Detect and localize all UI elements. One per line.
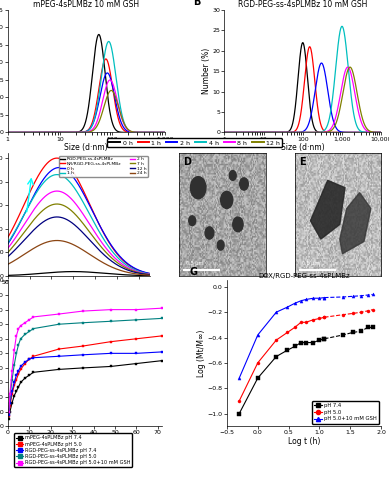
Circle shape [229, 170, 236, 180]
X-axis label: Time (h): Time (h) [69, 437, 101, 446]
Legend: mPEG-4sPLMBz pH 7.4, mPEG-4sPLMBz pH 5.0, RGD-PEG-ss-4sPLMBz pH 7.4, RGD-PEG-ss-: mPEG-4sPLMBz pH 7.4, mPEG-4sPLMBz pH 5.0… [14, 434, 132, 468]
Polygon shape [340, 192, 371, 254]
X-axis label: Size (d·nm): Size (d·nm) [281, 143, 324, 152]
Title: mPEG-4sPLMBz 10 mM GSH: mPEG-4sPLMBz 10 mM GSH [33, 0, 139, 9]
Text: G: G [190, 266, 198, 276]
Circle shape [189, 216, 196, 226]
Text: E: E [299, 157, 306, 167]
Circle shape [191, 176, 206, 199]
Title: DOX/RGD-PEG-ss-4sPLMBz: DOX/RGD-PEG-ss-4sPLMBz [258, 272, 350, 278]
Circle shape [233, 217, 243, 232]
Legend: 0 h, 1 h, 2 h, 4 h, 8 h, 12 h: 0 h, 1 h, 2 h, 4 h, 8 h, 12 h [107, 138, 282, 147]
Circle shape [217, 240, 224, 250]
Text: B: B [193, 0, 200, 7]
Legend: RGD-PEG-ss-4sPLMBz, NR/RGD-PEG-ss-4sPLMBz, 0 h, 1 h, 2 h, 7 h, 12 h, 24 h: RGD-PEG-ss-4sPLMBz, NR/RGD-PEG-ss-4sPLMB… [59, 156, 148, 176]
Y-axis label: Log (Mt/M∞): Log (Mt/M∞) [197, 330, 206, 377]
X-axis label: Size (d·nm): Size (d·nm) [65, 143, 108, 152]
Text: D: D [184, 157, 191, 167]
Circle shape [205, 227, 214, 239]
Legend: pH 7.4, pH 5.0, pH 5.0+10 mM GSH: pH 7.4, pH 5.0, pH 5.0+10 mM GSH [312, 401, 378, 423]
Title: RGD-PEG-ss-4sPLMBz 10 mM GSH: RGD-PEG-ss-4sPLMBz 10 mM GSH [238, 0, 368, 9]
X-axis label: Wavelength (nm): Wavelength (nm) [46, 286, 112, 296]
Circle shape [240, 178, 248, 190]
Polygon shape [310, 180, 345, 239]
Text: 0.5 µm: 0.5 µm [302, 261, 319, 266]
X-axis label: Log t (h): Log t (h) [288, 437, 320, 446]
Circle shape [221, 192, 233, 208]
Text: 0.5 µm: 0.5 µm [186, 261, 203, 266]
Y-axis label: Number (%): Number (%) [202, 48, 211, 94]
